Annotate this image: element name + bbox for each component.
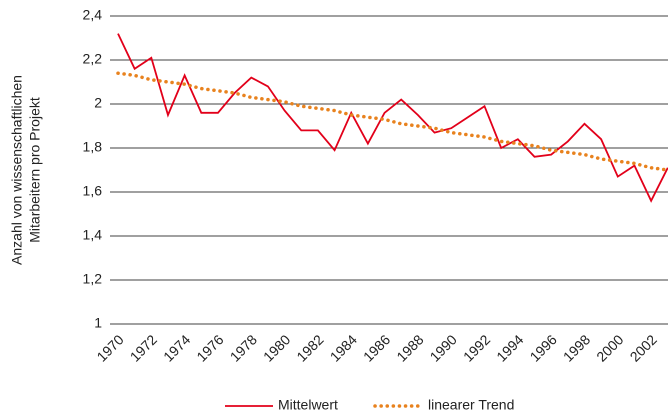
x-tick-label: 2000 [593,331,626,364]
data-line [116,71,668,172]
y-tick-label: 2,4 [83,7,103,23]
x-tick-label: 1978 [227,331,260,364]
x-tick-label: 1992 [460,331,493,364]
legend-label: Mittelwert [278,397,338,413]
x-tick-label: 1986 [360,331,393,364]
y-tick-label: 2,2 [83,51,103,67]
x-tick-label: 1984 [327,331,360,364]
y-tick-label: 1,8 [83,139,103,155]
y-tick-label: 2 [94,95,102,111]
y-axis-title: Anzahl von wissenschaftlichen Mitarbeite… [9,75,43,265]
x-tick-label: 1996 [527,331,560,364]
x-tick-label: 1990 [427,331,460,364]
legend-label: linearer Trend [428,397,514,413]
x-tick-label: 1976 [193,331,226,364]
x-tick-label: 1982 [293,331,326,364]
y-tick-label: 1,4 [83,227,103,243]
y-label-line: Anzahl von wissenschaftlichen [9,75,25,265]
x-tick-label: 1988 [393,331,426,364]
y-tick-label: 1,2 [83,271,103,287]
data-line [117,33,668,203]
x-tick-label: 1994 [493,331,526,364]
x-tick-label: 1970 [93,331,126,364]
x-tick-label: 1972 [127,331,160,364]
y-tick-label: 1,6 [83,183,103,199]
y-tick-label: 1 [94,315,102,331]
x-tick-label: 1998 [560,331,593,364]
y-label-line: Mitarbeitern pro Projekt [27,97,43,243]
x-tick-label: 1980 [260,331,293,364]
x-tick-label: 2002 [627,331,660,364]
x-tick-label: 1974 [160,331,193,364]
